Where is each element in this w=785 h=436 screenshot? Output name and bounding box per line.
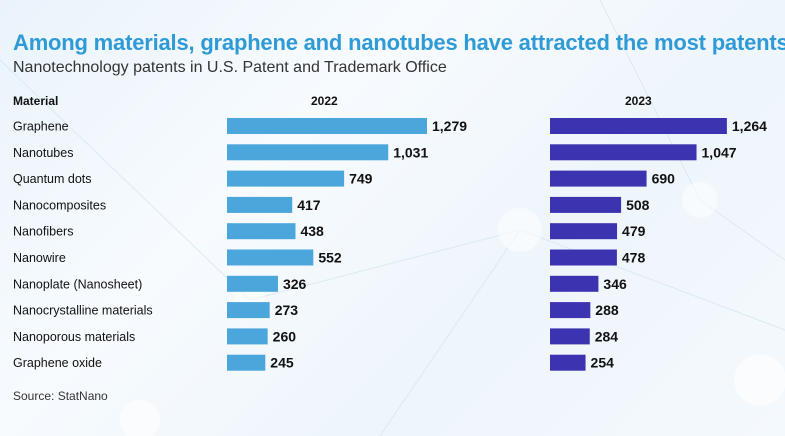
bar-2022	[227, 275, 278, 292]
chart-title: Among materials, graphene and nanotubes …	[13, 30, 785, 55]
chart-subtitle: Nanotechnology patents in U.S. Patent an…	[13, 59, 447, 76]
bar-2023	[550, 302, 591, 319]
value-label-2022: 417	[297, 197, 321, 213]
value-label-2022: 749	[349, 171, 373, 187]
category-label: Nanocomposites	[13, 198, 106, 212]
value-label-2023: 254	[591, 355, 615, 371]
bar-2022	[227, 196, 293, 213]
category-label: Graphene oxide	[13, 356, 102, 370]
value-label-2023: 508	[626, 197, 650, 213]
value-label-2022: 326	[283, 276, 307, 292]
bar-2023	[550, 275, 599, 292]
bar-2023	[550, 328, 590, 345]
material-column-header: Material	[13, 94, 59, 108]
bar-2023	[550, 170, 647, 187]
category-label: Nanowire	[13, 251, 66, 265]
value-label-2022: 438	[300, 223, 324, 239]
category-label: Nanoporous materials	[13, 330, 135, 344]
bar-2023	[550, 249, 617, 266]
value-label-2023: 479	[622, 223, 646, 239]
source-note: Source: StatNano	[13, 389, 108, 403]
bar-2022	[227, 249, 314, 266]
value-label-2023: 478	[622, 250, 646, 266]
category-label: Nanoplate (Nanosheet)	[13, 277, 142, 291]
bar-2022	[227, 144, 389, 161]
value-label-2022: 245	[270, 355, 294, 371]
bar-2022	[227, 302, 270, 319]
value-label-2022: 552	[318, 250, 342, 266]
category-label: Nanofibers	[13, 225, 73, 239]
year-2023-column-header: 2023	[625, 94, 652, 108]
bar-2022	[227, 118, 427, 134]
value-label-2023: 690	[652, 171, 676, 187]
value-label-2022: 1,279	[432, 118, 467, 134]
value-label-2022: 260	[273, 328, 297, 344]
value-label-2022: 1,031	[393, 144, 428, 160]
category-label: Quantum dots	[13, 172, 92, 186]
bar-2023	[550, 196, 622, 213]
bar-2022	[227, 170, 345, 187]
bar-2022	[227, 328, 268, 345]
bar-2023	[550, 144, 697, 161]
bar-2022	[227, 223, 296, 240]
value-label-2023: 346	[603, 276, 627, 292]
year-2022-column-header: 2022	[311, 94, 338, 108]
bar-2023	[550, 118, 727, 134]
category-label: Nanocrystalline materials	[13, 304, 153, 318]
value-label-2022: 273	[275, 302, 299, 318]
value-label-2023: 1,264	[732, 118, 767, 134]
value-label-2023: 1,047	[702, 144, 737, 160]
bar-2023	[550, 354, 586, 371]
category-label: Graphene	[13, 120, 69, 134]
value-label-2023: 284	[595, 328, 619, 344]
value-label-2023: 288	[595, 302, 619, 318]
bar-2023	[550, 223, 618, 240]
bar-2022	[227, 354, 266, 371]
category-label: Nanotubes	[13, 146, 73, 160]
